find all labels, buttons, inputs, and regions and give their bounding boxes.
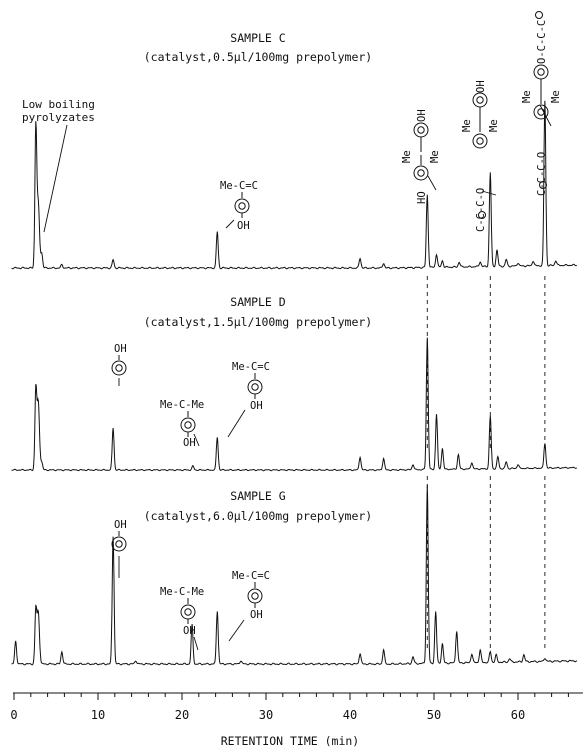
c-bpa-diester-structure: O-C-C-C Me Me C-C-C-O xyxy=(521,11,562,196)
d-isopropenyl-pointer xyxy=(227,409,246,438)
g-isopropenylphenol-structure: Me-C=C OH xyxy=(232,570,270,621)
c-bisphenol-structure: OH Me Me HO xyxy=(401,109,441,204)
d-phenol-structure: OH xyxy=(111,343,127,376)
svg-text:Me: Me xyxy=(401,150,413,163)
x-tick-label-40: 40 xyxy=(343,708,357,722)
x-axis-title: RETENTION TIME (min) xyxy=(221,734,359,748)
d-isopropyl-oh: OH xyxy=(183,437,196,449)
low-boiling-label-1: Low boiling xyxy=(22,98,95,111)
d-isopropyl-text: Me-C-Me xyxy=(160,399,204,411)
aligned-peak-guides xyxy=(426,276,546,650)
g-isopropenyl-pointer xyxy=(228,619,245,642)
g-isopropyl-pointer xyxy=(193,636,199,651)
d-isopropylphenol-structure: Me-C-Me OH xyxy=(160,399,204,449)
g-phenol-oh: OH xyxy=(114,519,127,531)
sample-c-subtitle: (catalyst,0.5µl/100mg prepolymer) xyxy=(144,50,372,64)
g-phenol-structure: OH xyxy=(111,519,127,552)
svg-text:OH: OH xyxy=(416,109,428,122)
c-isopropenyl-text: Me-C=C xyxy=(220,180,258,192)
sample-d-title: SAMPLE D xyxy=(230,295,285,309)
d-isopropyl-pointer xyxy=(193,433,200,447)
svg-text:Me: Me xyxy=(550,90,562,103)
d-isopropenyl-text: Me-C=C xyxy=(232,361,270,373)
svg-text:Me: Me xyxy=(461,119,473,132)
svg-text:OH: OH xyxy=(475,80,487,93)
sample-d-trace xyxy=(11,337,578,472)
sample-g-trace xyxy=(11,485,578,666)
svg-text:Me: Me xyxy=(521,90,533,103)
x-tick-label-30: 30 xyxy=(259,708,273,722)
low-boiling-pointer xyxy=(43,124,68,233)
x-axis: 0 10 20 30 40 50 60 xyxy=(10,692,583,722)
c-isopropenyl-pointer xyxy=(225,219,235,229)
svg-text:HO: HO xyxy=(416,191,428,204)
svg-text:O-C-C-C: O-C-C-C xyxy=(536,20,548,64)
c-diester-pointer xyxy=(539,104,552,127)
c-bpa-monoester-structure: OH Me Me C-C-C-O xyxy=(461,80,500,232)
c-bisphenol-pointer xyxy=(427,175,437,191)
d-isopropenylphenol-structure: Me-C=C OH xyxy=(232,361,270,412)
svg-text:C-C-C-O: C-C-C-O xyxy=(536,152,548,196)
g-isopropylphenol-structure: Me-C-Me OH xyxy=(160,586,204,637)
c-monoester-pointer xyxy=(481,190,497,196)
g-isopropyl-oh: OH xyxy=(183,625,196,637)
sample-c-trace xyxy=(11,100,578,270)
sample-g-title: SAMPLE G xyxy=(230,489,285,503)
x-tick-label-20: 20 xyxy=(175,708,189,722)
low-boiling-label-2: pyrolyzates xyxy=(22,111,95,124)
x-tick-label-60: 60 xyxy=(511,708,525,722)
svg-text:Me: Me xyxy=(488,119,500,132)
x-tick-label-50: 50 xyxy=(427,708,441,722)
x-tick-label-10: 10 xyxy=(91,708,105,722)
d-isopropenyl-oh: OH xyxy=(250,400,263,412)
svg-text:C-C-C-O: C-C-C-O xyxy=(475,188,487,232)
g-isopropenyl-text: Me-C=C xyxy=(232,570,270,582)
c-isopropenyl-oh: OH xyxy=(237,220,250,232)
d-phenol-oh: OH xyxy=(114,343,127,355)
sample-c-title: SAMPLE C xyxy=(230,31,285,45)
g-isopropenyl-oh: OH xyxy=(250,609,263,621)
c-isopropenylphenol-structure: Me-C=C OH xyxy=(220,180,258,232)
x-tick-label-0: 0 xyxy=(10,708,17,722)
sample-d-subtitle: (catalyst,1.5µl/100mg prepolymer) xyxy=(144,315,372,329)
g-isopropyl-text: Me-C-Me xyxy=(160,586,204,598)
sample-g-subtitle: (catalyst,6.0µl/100mg prepolymer) xyxy=(144,509,372,523)
svg-text:Me: Me xyxy=(429,150,441,163)
